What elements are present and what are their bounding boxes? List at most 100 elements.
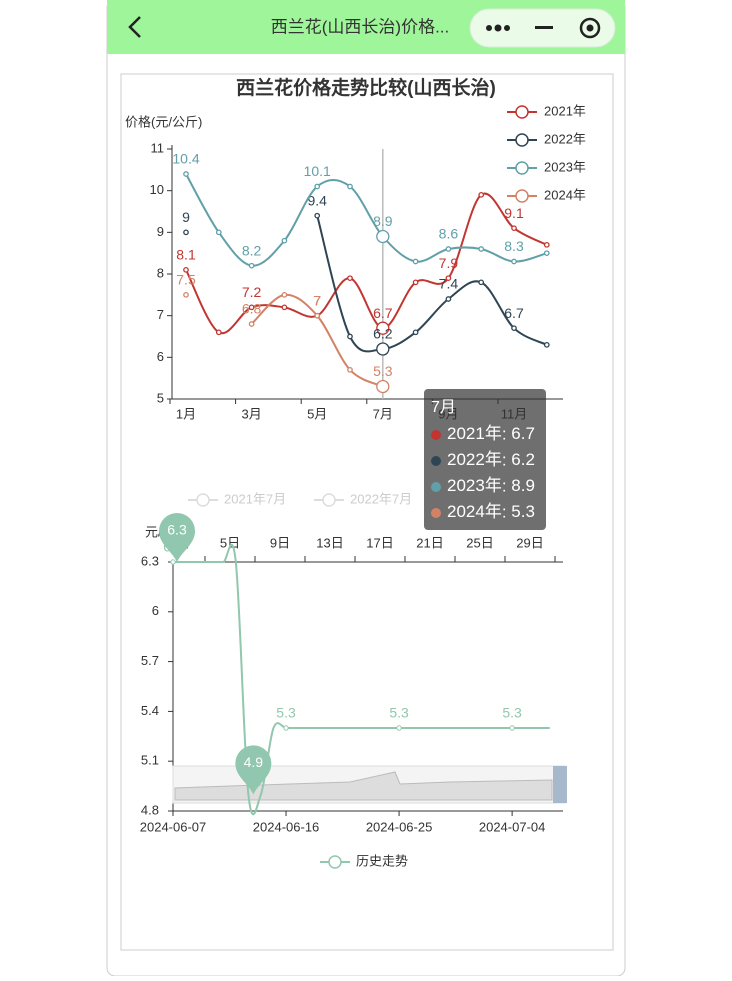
more-button[interactable]	[486, 24, 510, 32]
tooltip-dot	[431, 430, 441, 440]
data-point	[281, 291, 288, 298]
legend-label: 2022年	[544, 131, 586, 146]
legend-marker	[515, 189, 529, 203]
y-axis-label: 价格(元/公斤)	[125, 114, 202, 129]
zoom-handle	[553, 766, 567, 803]
data-point	[543, 250, 550, 257]
data-label: 7	[313, 292, 321, 308]
y-tick-label: 10	[150, 182, 164, 197]
data-point	[511, 325, 517, 332]
data-point	[183, 229, 189, 236]
data-point	[412, 279, 419, 286]
data-label: 6.7	[373, 305, 393, 321]
data-point	[376, 229, 390, 244]
data-point	[281, 237, 288, 244]
x-tick-label: 3月	[241, 406, 261, 421]
legend-label: 2021年	[544, 103, 586, 118]
top-tick-label: 17日	[366, 535, 393, 550]
data-point	[248, 304, 255, 311]
tooltip-item: 2023年: 8.9	[447, 476, 535, 495]
y-tick-label: 5.1	[141, 753, 159, 768]
y-tick-label: 7	[157, 307, 164, 322]
data-point	[509, 725, 515, 731]
x-tick-label: 2024-06-07	[140, 819, 207, 834]
data-point	[445, 246, 452, 252]
mark-label: 6.3	[167, 522, 187, 538]
top-tick-label: 25日	[466, 535, 493, 550]
x-tick-label: 2024-07-04	[479, 819, 546, 834]
data-point	[543, 341, 550, 348]
data-point	[511, 225, 517, 232]
data-label: 5.3	[373, 363, 393, 379]
mark-pin	[159, 513, 195, 562]
data-label: 5.3	[276, 705, 296, 721]
data-point	[478, 279, 485, 286]
data-label: 5.3	[389, 705, 409, 721]
tooltip-item: 2021年: 6.7	[447, 424, 535, 443]
tooltip-value: 6.7	[511, 424, 535, 443]
data-label: 6.2	[373, 326, 393, 342]
data-label: 8.3	[504, 238, 524, 254]
data-label: 9	[182, 209, 190, 225]
data-point	[215, 229, 222, 236]
data-point	[347, 366, 353, 373]
data-label: 9.4	[307, 192, 327, 208]
zoom-preview	[174, 771, 553, 801]
minimize-button[interactable]	[535, 26, 553, 29]
legend-marker	[515, 105, 529, 119]
x-tick-label: 5月	[307, 406, 327, 421]
y-tick-label: 8	[157, 265, 164, 280]
top-tick-label: 9日	[270, 535, 290, 550]
y-tick-label: 9	[157, 224, 164, 239]
data-label: 7.5	[176, 272, 196, 288]
data-point	[445, 296, 452, 302]
data-label: 10.1	[304, 163, 331, 179]
data-point	[183, 291, 189, 298]
data-point	[376, 321, 390, 335]
y-tick-label: 11	[151, 140, 165, 155]
data-label: 8.2	[242, 242, 262, 258]
x-tick-label: 1月	[176, 406, 196, 421]
legend-label: 2022年7月	[350, 491, 412, 506]
data-point	[314, 312, 321, 319]
tooltip-dot	[431, 456, 441, 466]
top-tick-label: 21日	[416, 535, 443, 550]
tooltip-value: 5.3	[511, 502, 535, 521]
legend-marker	[328, 855, 342, 869]
data-point	[347, 183, 353, 190]
data-point	[396, 725, 402, 731]
series-line	[316, 215, 548, 353]
nav-title: 西兰花(山西长治)价格...	[271, 17, 450, 36]
data-label: 7.9	[439, 255, 459, 271]
data-point	[478, 246, 485, 252]
legend-marker	[322, 493, 336, 507]
data-point	[283, 725, 289, 731]
data-point	[347, 333, 353, 340]
tooltip-value: 6.2	[511, 450, 535, 469]
data-label: 7	[313, 292, 321, 308]
tooltip	[424, 389, 546, 530]
data-label: 8.6	[439, 226, 459, 242]
tooltip-title: 7月	[431, 399, 456, 416]
back-button[interactable]	[128, 16, 141, 38]
data-point	[314, 212, 321, 219]
data-point	[445, 275, 452, 282]
legend-label: 2023年	[544, 159, 586, 174]
top-tick-label: 13日	[316, 535, 343, 550]
data-point	[478, 191, 485, 198]
data-point	[183, 266, 189, 273]
data-label: 7.2	[242, 284, 262, 300]
legend-marker	[515, 133, 529, 147]
data-label: 8.9	[373, 213, 393, 229]
y-tick-label: 4.8	[141, 802, 159, 817]
data-point	[412, 258, 419, 265]
close-button[interactable]	[579, 17, 601, 39]
tooltip-dot	[431, 482, 441, 492]
y-tick-label: 5	[157, 390, 164, 405]
data-point	[170, 559, 176, 565]
mark-label: 4.9	[244, 754, 264, 770]
series-line	[173, 543, 550, 816]
top-tick-label: 29日	[516, 535, 543, 550]
data-point	[511, 258, 517, 265]
